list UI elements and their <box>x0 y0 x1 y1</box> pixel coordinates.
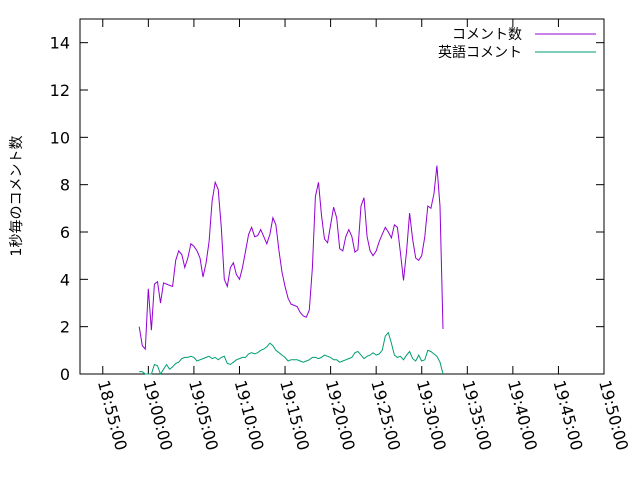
y-tick-label: 10 <box>50 128 70 147</box>
y-tick-label: 6 <box>60 223 70 242</box>
x-tick-label: 19:40:00 <box>504 378 541 452</box>
x-axis-ticks: 18:55:00 19:00:00 19:05:00 19:10:00 19:15:00… <box>94 19 632 452</box>
x-tick-label: 19:50:00 <box>595 378 632 452</box>
x-tick-label: 19:25:00 <box>367 378 404 452</box>
y-tick-label: 12 <box>50 81 70 100</box>
x-tick-label: 19:30:00 <box>413 378 450 452</box>
x-tick-label: 19:00:00 <box>139 378 176 452</box>
x-tick-label: 18:55:00 <box>94 378 131 452</box>
legend-label: コメント数 <box>452 27 522 43</box>
x-tick-label: 19:45:00 <box>550 378 587 452</box>
y-axis-label: 1秒毎のコメント数 <box>9 136 25 257</box>
y-tick-label: 8 <box>60 176 70 195</box>
y-tick-label: 14 <box>50 34 70 53</box>
x-tick-label: 19:05:00 <box>185 378 222 452</box>
x-tick-label: 19:20:00 <box>322 378 359 452</box>
series-lines <box>138 165 444 376</box>
y-tick-label: 4 <box>60 270 70 289</box>
series-line-0 <box>138 165 444 351</box>
legend-label: 英語コメント <box>438 44 522 61</box>
x-tick-label: 19:10:00 <box>231 378 268 452</box>
x-tick-label: 19:15:00 <box>276 378 313 452</box>
plot-frame <box>79 18 605 375</box>
x-tick-label: 19:35:00 <box>458 378 495 452</box>
y-tick-label: 0 <box>60 365 70 384</box>
series-line-1 <box>139 331 444 376</box>
y-axis-ticks: 0 2 4 6 8 10 12 14 <box>50 34 604 384</box>
y-tick-label: 2 <box>60 318 70 337</box>
